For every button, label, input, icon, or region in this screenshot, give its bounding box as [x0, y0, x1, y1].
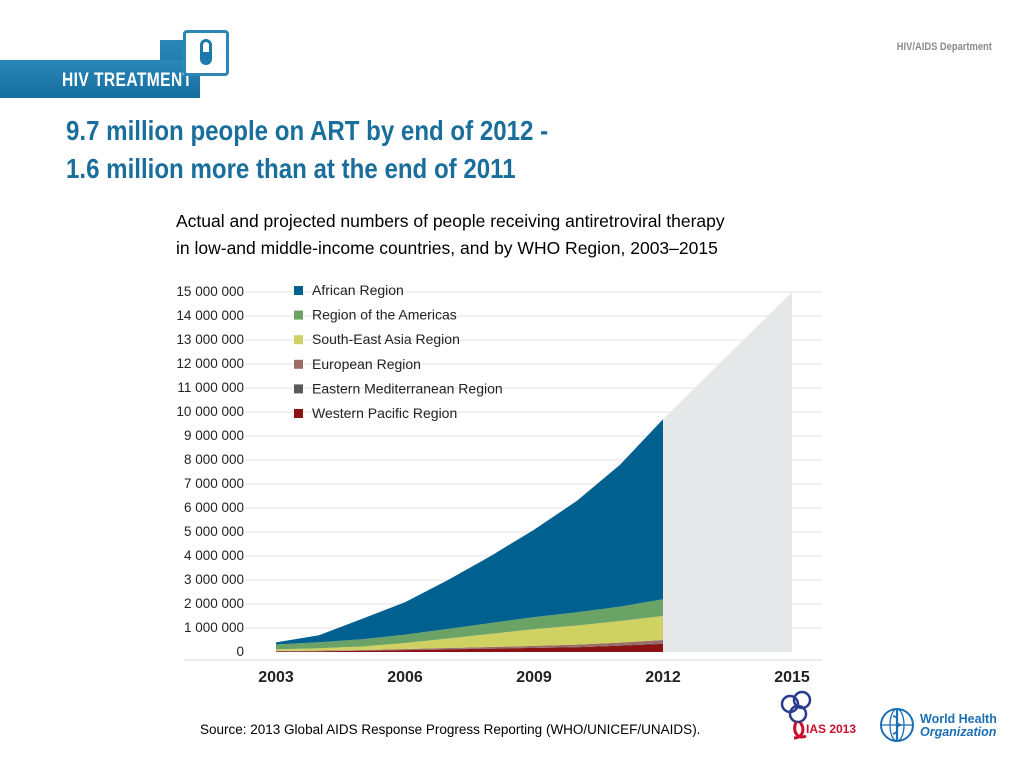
x-tick-label: 2006 [387, 669, 423, 686]
legend-entry: Western Pacific Region [312, 405, 457, 421]
headline-line-2: 1.6 million more than at the end of 2011 [66, 153, 516, 184]
y-tick-label: 6 000 000 [184, 500, 244, 515]
banner-label: HIV TREATMENT [62, 70, 193, 91]
x-tick-label: 2003 [258, 669, 294, 686]
conference-logo-text: IAS 2013 [806, 722, 857, 736]
hiv-treatment-banner [0, 60, 200, 98]
subtitle-line-1: Actual and projected numbers of people r… [176, 211, 725, 231]
legend-swatch [294, 409, 303, 418]
department-label: HIV/AIDS Department [896, 41, 992, 53]
legend-entry: Region of the Americas [312, 307, 457, 323]
y-tick-label: 15 000 000 [176, 284, 244, 299]
y-tick-label: 0 [236, 644, 244, 659]
y-tick-label: 8 000 000 [184, 452, 244, 467]
area-european-region [276, 640, 663, 652]
area-western-pacific-region [276, 643, 663, 652]
area-african-region [276, 419, 663, 645]
y-tick-label: 7 000 000 [184, 476, 244, 491]
legend-entry: South-East Asia Region [312, 331, 460, 347]
y-tick-label: 9 000 000 [184, 428, 244, 443]
y-tick-label: 5 000 000 [184, 524, 244, 539]
y-tick-label: 4 000 000 [184, 548, 244, 563]
y-tick-label: 1 000 000 [184, 620, 244, 635]
legend-swatch [294, 335, 303, 345]
y-tick-label: 14 000 000 [176, 308, 244, 323]
pill-capsule-icon [183, 30, 229, 76]
area-south-east-asia-region [276, 616, 663, 652]
legend-swatch [294, 359, 303, 369]
who-line-2: Organization [920, 725, 997, 739]
legend-swatch [294, 286, 303, 295]
x-tick-label: 2015 [774, 669, 810, 686]
page-title: 9.7 million people on ART by end of 2012… [66, 112, 548, 188]
y-tick-label: 11 000 000 [177, 380, 244, 395]
legend-entry: Eastern Mediterranean Region [312, 380, 503, 396]
legend-swatch [294, 310, 303, 320]
y-tick-label: 13 000 000 [176, 332, 244, 347]
who-logo-text: World Health Organization [920, 713, 997, 739]
subtitle-line-2: in low-and middle-income countries, and … [176, 238, 718, 258]
y-tick-label: 10 000 000 [176, 404, 244, 419]
legend-entry: European Region [312, 356, 421, 372]
legend-swatch [294, 384, 303, 394]
who-line-1: World Health [920, 712, 997, 726]
source-note: Source: 2013 Global AIDS Response Progre… [200, 722, 701, 737]
who-emblem-icon [880, 708, 914, 742]
x-tick-label: 2012 [645, 669, 681, 686]
x-tick-label: 2009 [516, 669, 552, 686]
art-area-chart: 0 1 000 000 2 000 000 3 000 000 4 000 000 5 0… [176, 282, 822, 686]
projection-area [663, 292, 792, 652]
ias-conference-logo-icon [780, 690, 812, 740]
y-tick-label: 2 000 000 [184, 596, 244, 611]
y-tick-label: 12 000 000 [176, 356, 244, 371]
y-tick-label: 3 000 000 [184, 572, 244, 587]
headline-line-1: 9.7 million people on ART by end of 2012… [66, 115, 549, 146]
chart-subtitle: Actual and projected numbers of people r… [176, 208, 725, 262]
area-region-of-the-americas [276, 599, 663, 650]
legend-entry: African Region [312, 282, 404, 298]
